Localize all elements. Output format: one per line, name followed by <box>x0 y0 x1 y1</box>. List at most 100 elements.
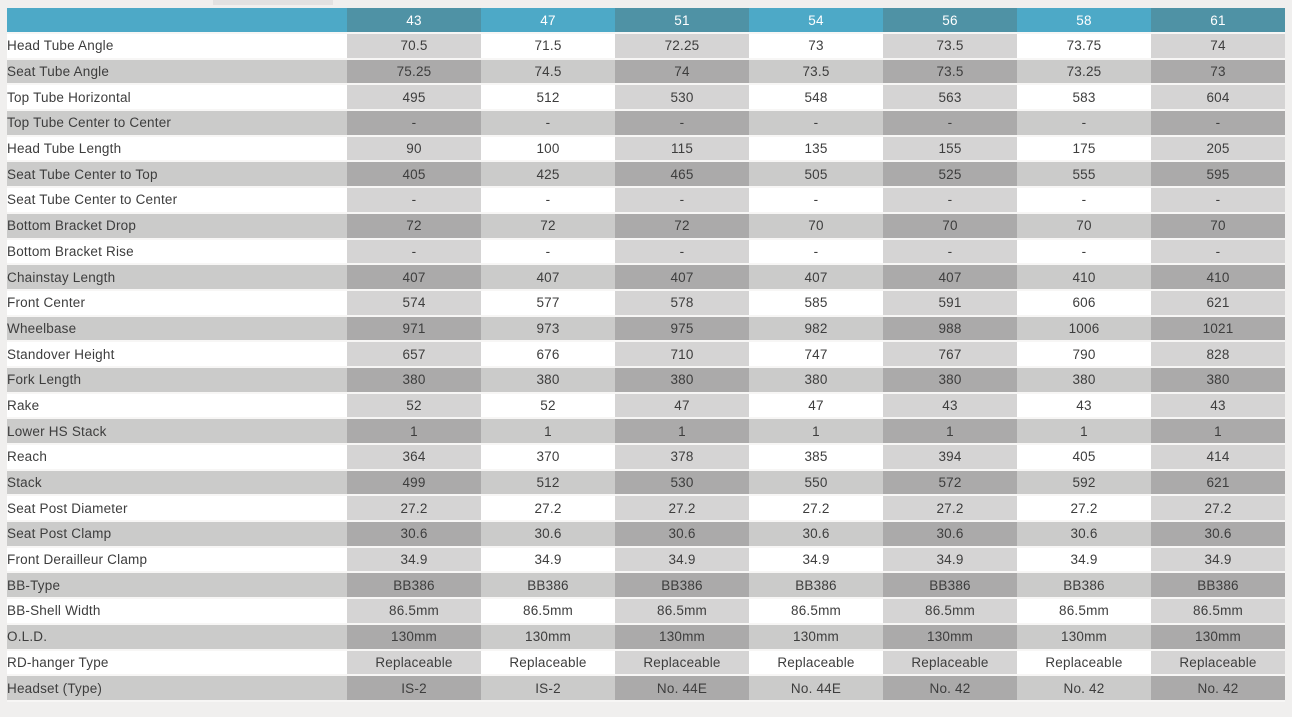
value-cell: No. 44E <box>749 676 883 702</box>
value-cell: - <box>481 111 615 137</box>
value-cell: 577 <box>481 290 615 317</box>
value-cell: - <box>749 111 883 137</box>
value-cell: 90 <box>347 136 481 163</box>
value-cell: 1 <box>749 419 883 445</box>
value-cell: IS-2 <box>347 676 481 702</box>
value-cell: 364 <box>347 445 481 471</box>
value-cell: BB386 <box>883 573 1017 600</box>
value-cell: 175 <box>1017 136 1151 163</box>
value-cell: 710 <box>615 342 749 368</box>
value-cell: 380 <box>749 367 883 394</box>
row-label: BB-Type <box>7 573 347 600</box>
value-cell: - <box>1017 188 1151 214</box>
value-cell: - <box>1151 111 1285 137</box>
value-cell: - <box>883 188 1017 214</box>
value-cell: 555 <box>1017 162 1151 189</box>
value-cell: 74.5 <box>481 59 615 86</box>
value-cell: 130mm <box>1151 624 1285 651</box>
table-row: Bottom Bracket Drop 72 72 72 70 70 70 70 <box>7 213 1285 240</box>
value-cell: 86.5mm <box>347 599 481 625</box>
row-label: Seat Tube Center to Top <box>7 162 347 189</box>
table-row: RD-hanger Type Replaceable Replaceable Repl… <box>7 650 1285 677</box>
value-cell: 495 <box>347 85 481 112</box>
row-label: Standover Height <box>7 342 347 368</box>
value-cell: 525 <box>883 162 1017 189</box>
table-row: Bottom Bracket Rise - - - - - - - <box>7 239 1285 266</box>
size-header-row: 43 47 51 54 56 58 61 <box>7 8 1285 34</box>
value-cell: 585 <box>749 290 883 317</box>
table-row: Seat Tube Angle 75.25 74.5 74 73.5 73.5 73.25 7… <box>7 59 1285 86</box>
value-cell: 1 <box>347 419 481 445</box>
row-label: Chainstay Length <box>7 265 347 291</box>
value-cell: No. 42 <box>1151 676 1285 702</box>
value-cell: 86.5mm <box>481 599 615 625</box>
value-cell: 71.5 <box>481 34 615 60</box>
value-cell: Replaceable <box>883 650 1017 677</box>
value-cell: 34.9 <box>615 547 749 574</box>
value-cell: 410 <box>1017 265 1151 291</box>
table-row: Top Tube Center to Center - - - - - - - <box>7 111 1285 137</box>
value-cell: 74 <box>1151 34 1285 60</box>
value-cell: 86.5mm <box>1017 599 1151 625</box>
value-cell: 578 <box>615 290 749 317</box>
value-cell: Replaceable <box>749 650 883 677</box>
row-label: Front Derailleur Clamp <box>7 547 347 574</box>
value-cell: - <box>749 239 883 266</box>
value-cell: BB386 <box>615 573 749 600</box>
row-label: Top Tube Center to Center <box>7 111 347 137</box>
value-cell: 1 <box>481 419 615 445</box>
value-cell: 86.5mm <box>883 599 1017 625</box>
value-cell: - <box>347 239 481 266</box>
table-row: Reach 364 370 378 385 394 405 414 <box>7 445 1285 471</box>
value-cell: 407 <box>749 265 883 291</box>
value-cell: 747 <box>749 342 883 368</box>
value-cell: - <box>1151 239 1285 266</box>
value-cell: 30.6 <box>615 522 749 548</box>
table-body: Head Tube Angle 70.5 71.5 72.25 73 73.5 73.75 7… <box>7 34 1285 702</box>
value-cell: 988 <box>883 316 1017 343</box>
value-cell: 380 <box>347 367 481 394</box>
value-cell: 72 <box>615 213 749 240</box>
value-cell: Replaceable <box>1017 650 1151 677</box>
value-cell: 75.25 <box>347 59 481 86</box>
value-cell: - <box>615 239 749 266</box>
value-cell: 73.5 <box>883 59 1017 86</box>
value-cell: 595 <box>1151 162 1285 189</box>
value-cell: 135 <box>749 136 883 163</box>
value-cell: - <box>481 239 615 266</box>
table-row: Lower HS Stack 1 1 1 1 1 1 1 <box>7 419 1285 445</box>
value-cell: 530 <box>615 470 749 497</box>
value-cell: 414 <box>1151 445 1285 471</box>
row-label: Headset (Type) <box>7 676 347 702</box>
value-cell: 73 <box>1151 59 1285 86</box>
value-cell: 73.5 <box>883 34 1017 60</box>
size-header-56: 56 <box>883 8 1017 34</box>
row-label: Front Center <box>7 290 347 317</box>
value-cell: 604 <box>1151 85 1285 112</box>
value-cell: 30.6 <box>347 522 481 548</box>
value-cell: 43 <box>1151 393 1285 420</box>
value-cell: 548 <box>749 85 883 112</box>
row-label: Wheelbase <box>7 316 347 343</box>
value-cell: 407 <box>481 265 615 291</box>
value-cell: 70 <box>749 213 883 240</box>
value-cell: 34.9 <box>1151 547 1285 574</box>
value-cell: 499 <box>347 470 481 497</box>
value-cell: 130mm <box>615 624 749 651</box>
value-cell: 410 <box>1151 265 1285 291</box>
row-label: Head Tube Length <box>7 136 347 163</box>
value-cell: 465 <box>615 162 749 189</box>
table-row: Seat Post Diameter 27.2 27.2 27.2 27.2 27.2 27… <box>7 496 1285 523</box>
value-cell: 72 <box>347 213 481 240</box>
table-row: Stack 499 512 530 550 572 592 621 <box>7 470 1285 497</box>
value-cell: 130mm <box>883 624 1017 651</box>
value-cell: 380 <box>615 367 749 394</box>
table-row: Front Derailleur Clamp 34.9 34.9 34.9 34.9 34… <box>7 547 1285 574</box>
value-cell: 27.2 <box>883 496 1017 523</box>
value-cell: 380 <box>1151 367 1285 394</box>
scroll-tab <box>213 0 333 5</box>
value-cell: 74 <box>615 59 749 86</box>
table-row: Rake 52 52 47 47 43 43 43 <box>7 393 1285 420</box>
value-cell: 591 <box>883 290 1017 317</box>
